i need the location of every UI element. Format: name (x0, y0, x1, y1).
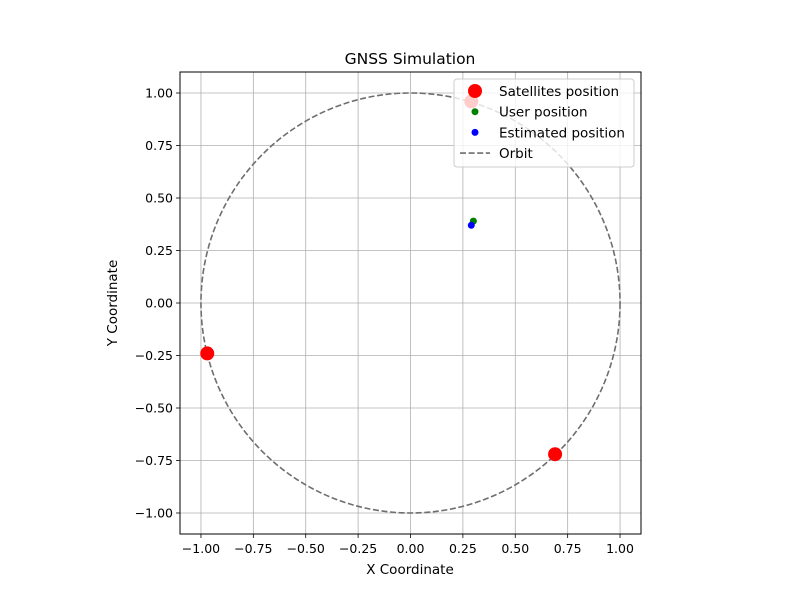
y-tick-label: 0.25 (145, 243, 173, 258)
legend-satellites-swatch (468, 84, 482, 98)
x-tick-label: −0.75 (234, 541, 272, 556)
legend-satellites-label: Satellites position (499, 84, 619, 100)
x-tick-label: −0.50 (287, 541, 325, 556)
x-tick-label: 0.00 (397, 541, 425, 556)
satellite-point (548, 447, 563, 462)
y-tick-label: 1.00 (145, 86, 173, 101)
chart-title: GNSS Simulation (345, 50, 476, 68)
y-axis-ticks: −1.00 −0.75 −0.50 −0.25 0.00 0.25 0.50 0.75 1.00 (135, 86, 180, 521)
x-tick-label: 1.00 (606, 541, 634, 556)
x-tick-label: 0.75 (554, 541, 582, 556)
orbit-layer (200, 92, 621, 514)
y-tick-label: 0.75 (145, 138, 173, 153)
legend: Satellites position User position Estimate… (453, 78, 635, 168)
y-axis-label: Y Coordinate (105, 260, 121, 348)
y-tick-label: 0.50 (145, 191, 173, 206)
orbit-line (200, 92, 621, 514)
satellite-point (200, 346, 215, 361)
x-tick-label: −0.25 (339, 541, 377, 556)
legend-estimated-label: Estimated position (499, 125, 625, 141)
legend-user-swatch (471, 108, 479, 116)
x-tick-label: 0.50 (501, 541, 529, 556)
legend-orbit-label: Orbit (499, 146, 533, 162)
x-tick-label: −1.00 (182, 541, 220, 556)
y-tick-label: −0.25 (135, 348, 173, 363)
x-tick-label: 0.25 (449, 541, 477, 556)
x-axis-label: X Coordinate (366, 562, 454, 578)
legend-box (453, 78, 635, 168)
y-tick-label: 0.00 (145, 296, 173, 311)
estimated-position-point (467, 221, 475, 229)
legend-user-label: User position (499, 105, 588, 121)
y-tick-label: −0.75 (135, 453, 173, 468)
y-tick-label: −0.50 (135, 401, 173, 416)
legend-estimated-swatch (471, 128, 479, 136)
x-axis-ticks: −1.00 −0.75 −0.50 −0.25 0.00 0.25 0.50 0.75 1.00 (182, 534, 634, 556)
y-tick-label: −1.00 (135, 506, 173, 521)
